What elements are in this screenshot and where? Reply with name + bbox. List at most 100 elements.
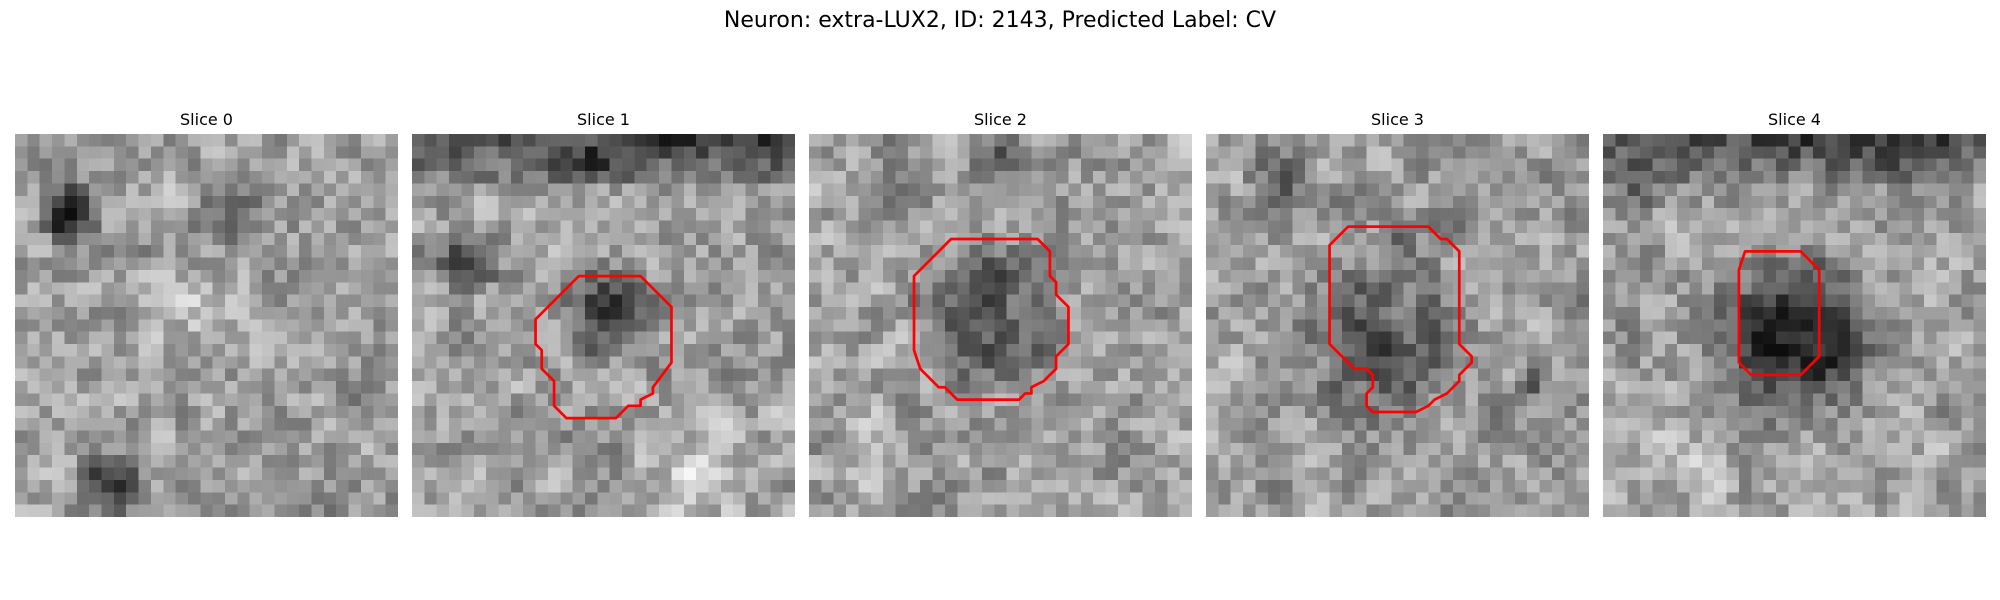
pixel — [659, 319, 672, 332]
pixel — [1603, 405, 1616, 419]
pixel — [1948, 368, 1962, 382]
pixel — [15, 381, 28, 394]
pixel — [957, 467, 970, 481]
pixel — [412, 183, 425, 197]
pixel — [461, 269, 475, 283]
slice-panel-1: Slice 1 — [412, 108, 795, 517]
pixel — [1775, 344, 1789, 357]
pixel — [1167, 381, 1180, 394]
pixel — [163, 195, 176, 209]
pixel — [1366, 195, 1380, 209]
pixel — [572, 430, 586, 444]
pixel — [1366, 479, 1380, 493]
pixel — [671, 208, 685, 221]
pixel — [1006, 344, 1020, 357]
pixel — [436, 393, 450, 407]
pixel — [1304, 504, 1318, 517]
pixel — [858, 418, 872, 431]
pixel — [833, 134, 847, 147]
pixel — [1664, 232, 1678, 246]
pixel — [745, 294, 759, 308]
pixel — [1230, 455, 1244, 468]
pixel — [1465, 393, 1479, 407]
pixel — [1973, 208, 1986, 221]
pixel — [1874, 344, 1888, 357]
pixel — [733, 331, 746, 345]
pixel — [920, 418, 933, 431]
pixel — [809, 381, 822, 394]
pixel — [1514, 405, 1528, 419]
pixel — [1813, 158, 1826, 172]
pixel — [473, 146, 487, 159]
pixel — [833, 171, 847, 184]
pixel — [1280, 282, 1293, 295]
pixel — [138, 356, 152, 369]
pixel — [1763, 208, 1777, 221]
pixel — [1677, 257, 1690, 271]
pixel — [1652, 381, 1666, 394]
pixel — [126, 306, 139, 320]
pixel — [770, 158, 783, 172]
pixel — [1080, 504, 1094, 517]
pixel — [659, 245, 672, 258]
pixel — [15, 208, 28, 221]
pixel — [1664, 405, 1678, 419]
pixel — [981, 442, 995, 456]
pixel — [449, 134, 462, 147]
pixel — [1961, 232, 1974, 246]
pixel — [1354, 306, 1367, 320]
pixel — [1080, 319, 1094, 332]
pixel — [1825, 393, 1838, 407]
pixel — [1440, 134, 1454, 147]
pixel — [1154, 269, 1168, 283]
pixel — [1837, 232, 1851, 246]
pixel — [1093, 393, 1106, 407]
pixel — [1527, 381, 1540, 394]
pixel — [944, 356, 958, 369]
pixel — [1527, 257, 1540, 271]
pixel — [1031, 331, 1044, 345]
slice-title: Slice 0 — [180, 110, 233, 129]
pixel — [733, 232, 746, 246]
pixel — [461, 146, 475, 159]
pixel — [311, 455, 325, 468]
pixel — [944, 344, 958, 357]
pixel — [994, 269, 1007, 283]
pixel — [510, 393, 524, 407]
pixel — [895, 294, 909, 308]
pixel — [1068, 356, 1082, 369]
pixel — [1837, 146, 1851, 159]
pixel — [1465, 171, 1479, 184]
pixel — [957, 220, 970, 234]
pixel — [373, 257, 386, 271]
pixel — [708, 356, 722, 369]
pixel — [52, 430, 65, 444]
pixel — [436, 442, 450, 456]
pixel — [1391, 183, 1404, 197]
pixel — [535, 146, 549, 159]
pixel — [1788, 183, 1801, 197]
pixel — [659, 257, 672, 271]
pixel — [299, 269, 312, 283]
pixel — [733, 381, 746, 394]
pixel — [1825, 344, 1838, 357]
pixel — [1887, 306, 1900, 320]
pixel — [27, 195, 40, 209]
pixel — [1006, 356, 1020, 369]
pixel — [1105, 492, 1119, 505]
pixel — [175, 269, 189, 283]
pixel — [1527, 319, 1540, 332]
pixel — [969, 492, 983, 505]
pixel — [1627, 344, 1641, 357]
pixel — [1068, 430, 1082, 444]
pixel — [733, 220, 746, 234]
pixel — [920, 232, 933, 246]
pixel — [720, 294, 734, 308]
pixel — [969, 331, 983, 345]
pixel — [944, 134, 958, 147]
pixel — [126, 319, 139, 332]
pixel — [1292, 381, 1306, 394]
pixel — [981, 492, 995, 505]
pixel — [1564, 183, 1577, 197]
pixel — [1627, 171, 1641, 184]
